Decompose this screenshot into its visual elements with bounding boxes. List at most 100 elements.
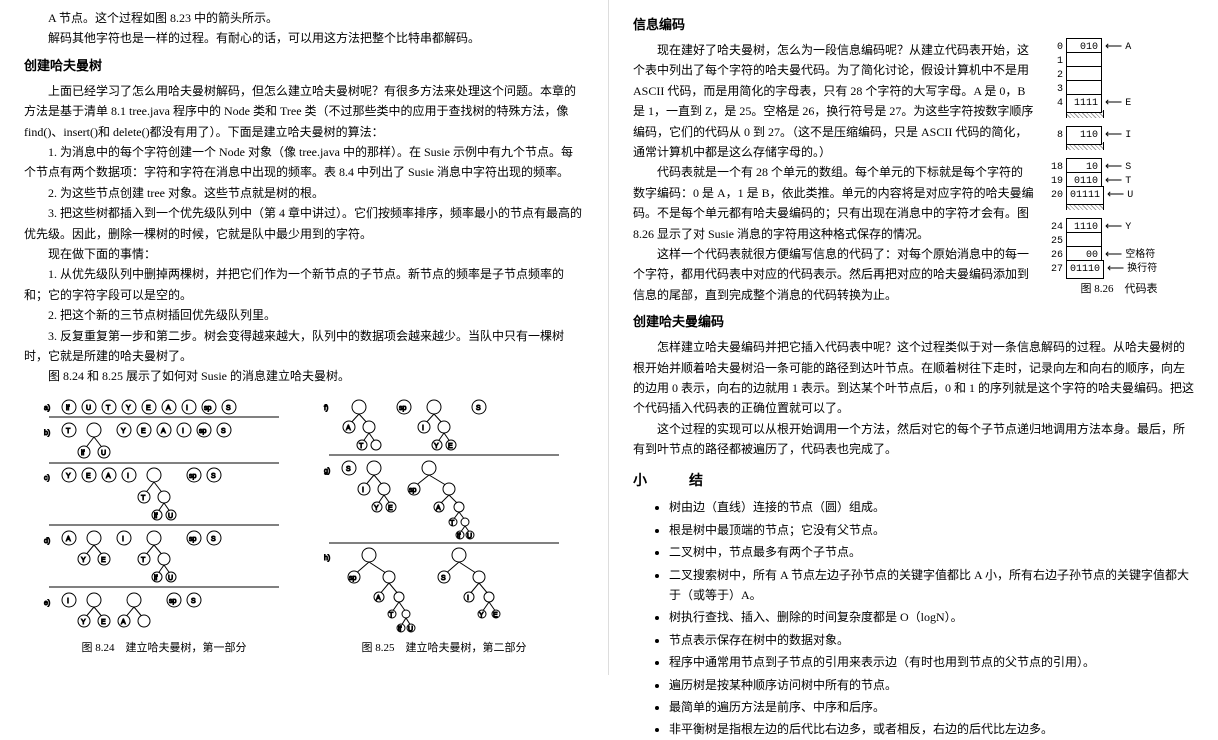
- figure-825: f) A T sp I Y E S: [319, 395, 569, 658]
- svg-text:E: E: [388, 505, 393, 512]
- text: 解码其他字符也是一样的过程。有耐心的话，可以用这方法把整个比特串都解码。: [24, 28, 584, 48]
- svg-text:A: A: [376, 595, 381, 602]
- code-table-row: 2001111⟵U: [1044, 188, 1194, 202]
- svg-text:a): a): [44, 405, 50, 412]
- svg-text:U: U: [86, 405, 91, 412]
- svg-text:sp: sp: [409, 487, 417, 494]
- svg-text:A: A: [166, 405, 171, 412]
- svg-text:sp: sp: [189, 536, 197, 543]
- svg-text:S: S: [441, 575, 446, 582]
- summary-item: 遍历树是按某种顺序访问树中所有的节点。: [669, 675, 1194, 695]
- heading-encoding: 信息编码: [633, 14, 1194, 36]
- page-right: 信息编码 现在建好了哈夫曼树，怎么为一段信息编码呢？从建立代码表开始，这个表中列…: [609, 0, 1218, 675]
- svg-text:A: A: [66, 536, 71, 543]
- text: 怎样建立哈夫曼编码并把它插入代码表中呢？这个过程类似于对一条信息解码的过程。从哈…: [633, 337, 1194, 419]
- svg-text:T: T: [389, 612, 394, 619]
- svg-text:I: I: [122, 536, 124, 543]
- summary-list: 树由边（直线）连接的节点（圆）组成。根是树中最顶端的节点；它没有父节点。二叉树中…: [669, 497, 1194, 739]
- svg-text:Y: Y: [434, 443, 439, 450]
- svg-text:S: S: [476, 405, 481, 412]
- svg-text:Y: Y: [81, 619, 86, 626]
- svg-text:I: I: [127, 473, 129, 480]
- summary-item: 程序中通常用节点到子节点的引用来表示边（有时也用到节点的父节点的引用）。: [669, 652, 1194, 672]
- svg-text:Y: Y: [479, 612, 484, 619]
- svg-text:E: E: [101, 619, 106, 626]
- text: 现在建好了哈夫曼树，怎么为一段信息编码呢？从建立代码表开始，这个表中列出了每个字…: [633, 40, 1034, 162]
- svg-text:lf: lf: [66, 405, 70, 412]
- summary-item: 非平衡树是指根左边的后代比右边多，或者相反，右边的后代比左边多。: [669, 719, 1194, 739]
- text: 2. 把这个新的三节点树插回优先级队列里。: [24, 305, 584, 325]
- svg-text:I: I: [182, 428, 184, 435]
- summary-item: 二叉树中，节点最多有两个子节点。: [669, 542, 1194, 562]
- encoding-text: 现在建好了哈夫曼树，怎么为一段信息编码呢？从建立代码表开始，这个表中列出了每个字…: [633, 40, 1034, 305]
- heading-create-code: 创建哈夫曼编码: [633, 311, 1194, 333]
- text: A 节点。这个过程如图 8.23 中的箭头所示。: [24, 8, 584, 28]
- svg-text:A: A: [436, 505, 441, 512]
- text: 1. 从优先级队列中删掉两棵树，并把它们作为一个新节点的子节点。新节点的频率是子…: [24, 264, 584, 305]
- svg-text:I: I: [422, 425, 424, 432]
- svg-text:T: T: [141, 495, 146, 502]
- svg-text:A: A: [346, 425, 351, 432]
- svg-text:h): h): [324, 555, 330, 562]
- svg-text:Y: Y: [126, 405, 131, 412]
- svg-text:g): g): [324, 468, 330, 475]
- svg-text:b): b): [44, 430, 50, 437]
- svg-text:I: I: [186, 405, 188, 412]
- svg-text:T: T: [141, 557, 146, 564]
- svg-text:E: E: [448, 443, 453, 450]
- page-left: A 节点。这个过程如图 8.23 中的箭头所示。 解码其他字符也是一样的过程。有…: [0, 0, 609, 675]
- text: 上面已经学习了怎么用哈夫曼树解码，但怎么建立哈夫曼树呢？有很多方法来处理这个问题…: [24, 81, 584, 142]
- text: 图 8.24 和 8.25 展示了如何对 Susie 的消息建立哈夫曼树。: [24, 366, 584, 386]
- svg-text:S: S: [346, 466, 351, 473]
- svg-text:S: S: [191, 598, 196, 605]
- svg-text:sp: sp: [399, 405, 407, 412]
- text: 3. 反复重复第一步和第二步。树会变得越来越大，队列中的数据项会越来越少。当队中…: [24, 326, 584, 367]
- svg-text:A: A: [161, 428, 166, 435]
- svg-text:sp: sp: [349, 575, 357, 582]
- svg-text:E: E: [146, 405, 151, 412]
- summary-section: 小 结 树由边（直线）连接的节点（圆）组成。根是树中最顶端的节点；它没有父节点。…: [633, 470, 1194, 740]
- text: 3. 把这些树都插入到一个优先级队列中（第 4 章中讲过）。它们按频率排序，频率…: [24, 203, 584, 244]
- heading-create-tree: 创建哈夫曼树: [24, 55, 584, 77]
- svg-text:T: T: [359, 443, 364, 450]
- svg-text:I: I: [467, 595, 469, 602]
- svg-text:U: U: [168, 575, 173, 582]
- svg-text:Y: Y: [121, 428, 126, 435]
- svg-text:e): e): [44, 600, 50, 607]
- svg-text:E: E: [101, 557, 106, 564]
- svg-text:U: U: [168, 513, 173, 520]
- svg-text:A: A: [106, 473, 111, 480]
- text: 现在做下面的事情：: [24, 244, 584, 264]
- summary-item: 二叉搜索树中，所有 A 节点左边子孙节点的关键字值都比 A 小，所有右边子孙节点…: [669, 565, 1194, 606]
- svg-text:T: T: [66, 428, 71, 435]
- svg-text:lf: lf: [457, 533, 461, 540]
- figure-caption: 图 8.26 代码表: [1044, 280, 1194, 299]
- figure-row: a) lf U T Y E A I sp S b) T: [24, 395, 584, 658]
- summary-item: 最简单的遍历方法是前序、中序和后序。: [669, 697, 1194, 717]
- svg-text:Y: Y: [66, 473, 71, 480]
- summary-item: 节点表示保存在树中的数据对象。: [669, 630, 1194, 650]
- svg-text:lf: lf: [398, 626, 402, 633]
- svg-text:lf: lf: [81, 450, 85, 457]
- svg-text:U: U: [467, 533, 472, 540]
- svg-text:T: T: [106, 405, 111, 412]
- svg-text:A: A: [121, 619, 126, 626]
- heading-summary: 小 结: [633, 470, 1194, 494]
- figure-826: 0010⟵A1 2 3 41111⟵E8110⟵I1810⟵S190110⟵T2…: [1044, 40, 1194, 305]
- svg-text:sp: sp: [169, 598, 177, 605]
- svg-text:U: U: [101, 450, 106, 457]
- svg-text:S: S: [226, 405, 231, 412]
- svg-text:E: E: [141, 428, 146, 435]
- svg-text:f): f): [324, 405, 328, 412]
- text: 代码表就是一个有 28 个单元的数组。每个单元的下标就是每个字符的数字编码：0 …: [633, 162, 1034, 244]
- summary-item: 根是树中最顶端的节点；它没有父节点。: [669, 520, 1194, 540]
- svg-text:Y: Y: [374, 505, 379, 512]
- svg-text:I: I: [67, 598, 69, 605]
- svg-text:S: S: [221, 428, 226, 435]
- code-table-row: 8110⟵I: [1044, 128, 1194, 142]
- code-table-row: 2701110⟵换行符: [1044, 262, 1194, 276]
- svg-text:Y: Y: [81, 557, 86, 564]
- figure-caption: 图 8.24 建立哈夫曼树，第一部分: [39, 639, 289, 658]
- text: 这个过程的实现可以从根开始调用一个方法，然后对它的每个子节点递归地调用方法本身。…: [633, 419, 1194, 460]
- svg-text:I: I: [362, 487, 364, 494]
